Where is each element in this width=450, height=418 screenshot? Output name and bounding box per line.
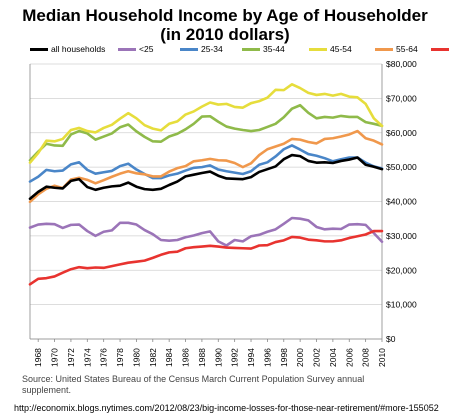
x-tick-label: 2010 [377, 348, 387, 367]
series-line-35-44 [28, 103, 384, 162]
legend-swatch [118, 47, 136, 51]
legend-swatch [431, 47, 449, 51]
y-tick-label: $20,000 [386, 265, 417, 275]
series-line-25 [28, 216, 384, 247]
y-tick-label: $40,000 [386, 197, 417, 207]
x-tick-label: 1982 [148, 348, 158, 367]
chart-legend: all households <25 25-34 35-44 45-54 55-64 65+ [30, 44, 450, 58]
y-tick-label: $0 [386, 334, 396, 344]
y-tick-label: $50,000 [386, 162, 417, 172]
x-tick-label: 1968 [33, 348, 43, 367]
x-tick-label: 1996 [262, 348, 272, 367]
legend-item: 55-64 [375, 44, 418, 54]
chart-title: Median Household Income by Age of Househ… [22, 6, 428, 25]
x-tick-label: 1990 [213, 348, 223, 367]
legend-label: 45-54 [330, 44, 352, 54]
source-note: Source: United States Bureau of the Cens… [22, 374, 365, 395]
legend-label: all households [51, 44, 106, 54]
x-tick-label: 2008 [361, 348, 371, 367]
series-line-65 [28, 229, 384, 286]
chart-subtitle: (in 2010 dollars) [160, 25, 290, 44]
x-tick-label: 2000 [295, 348, 305, 367]
legend-item: 35-44 [242, 44, 285, 54]
x-tick-label: 1970 [50, 348, 60, 367]
legend-swatch [309, 47, 327, 51]
legend-label: <25 [139, 44, 154, 54]
x-tick-label: 1980 [131, 348, 141, 367]
x-tick-label: 1992 [230, 348, 240, 367]
y-tick-label: $10,000 [386, 300, 417, 310]
x-tick-label: 1988 [197, 348, 207, 367]
legend-label: 55-64 [396, 44, 418, 54]
legend-item: 45-54 [309, 44, 352, 54]
legend-item: <25 [118, 44, 153, 54]
legend-label: 25-34 [201, 44, 223, 54]
x-tick-label: 1984 [164, 348, 174, 367]
x-tick-label: 1994 [246, 348, 256, 367]
legend-swatch [375, 47, 393, 51]
y-tick-label: $70,000 [386, 93, 417, 103]
x-tick-label: 2004 [328, 348, 338, 367]
series-line-all-households [28, 153, 384, 201]
x-tick-label: 2006 [344, 348, 354, 367]
x-tick-label: 2002 [312, 348, 322, 367]
legend-swatch [242, 47, 260, 51]
legend-label: 35-44 [263, 44, 285, 54]
x-tick-label: 1978 [115, 348, 125, 367]
series-line-55-64 [28, 129, 384, 204]
legend-swatch [30, 47, 48, 51]
x-tick-label: 1976 [99, 348, 109, 367]
legend-item: 25-34 [180, 44, 223, 54]
series-line-25-34 [28, 144, 384, 183]
x-tick-label: 1974 [82, 348, 92, 367]
legend-item: 65+ [431, 44, 450, 54]
x-tick-label: 1998 [279, 348, 289, 367]
series-line-45-54 [28, 82, 384, 164]
x-tick-label: 1972 [66, 348, 76, 367]
legend-swatch [180, 47, 198, 51]
y-tick-label: $30,000 [386, 231, 417, 241]
y-tick-label: $60,000 [386, 128, 417, 138]
legend-item: all households [30, 44, 105, 54]
source-url[interactable]: http://economix.blogs.nytimes.com/2012/0… [14, 403, 439, 413]
x-tick-label: 1986 [181, 348, 191, 367]
y-tick-label: $80,000 [386, 59, 417, 69]
